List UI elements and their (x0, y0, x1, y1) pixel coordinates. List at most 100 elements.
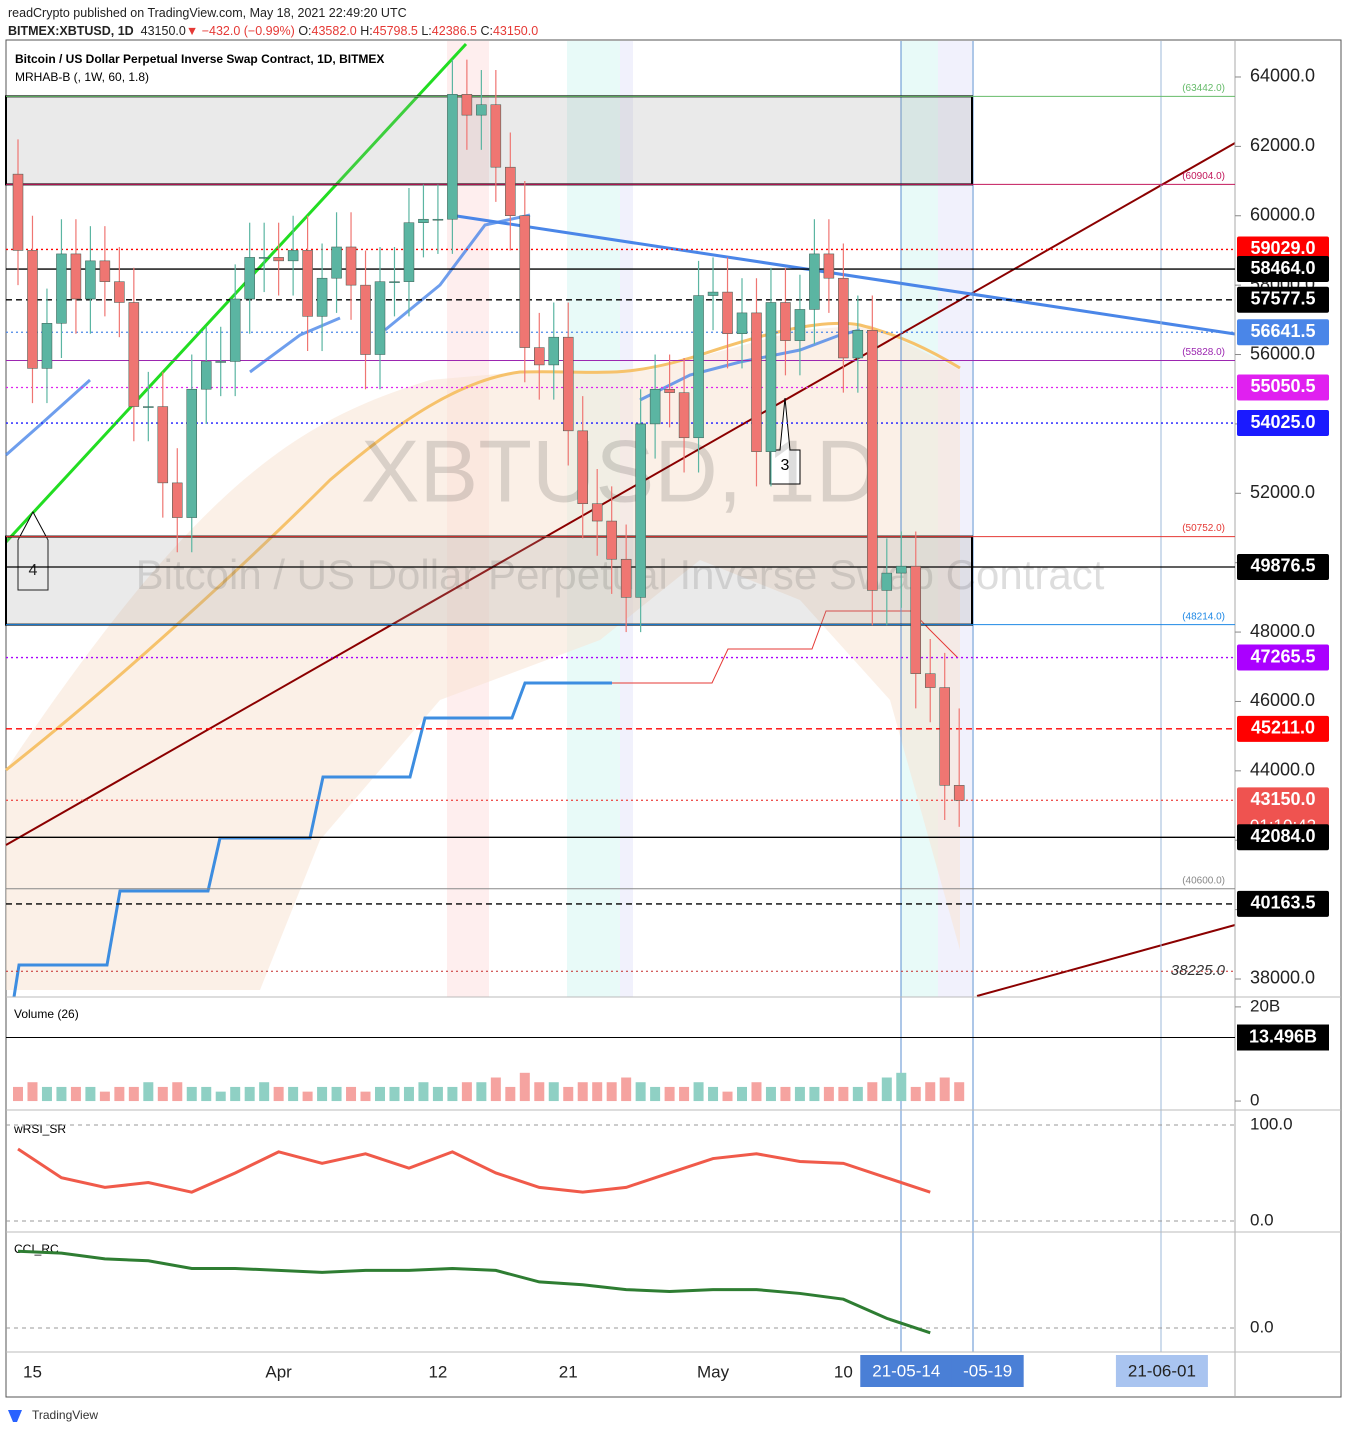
candle-body (620, 558, 632, 598)
candle-body (635, 423, 646, 598)
symbol: BITMEX:XBTUSD, 1D (8, 24, 134, 38)
candle-body (707, 291, 719, 296)
candle-body (418, 218, 429, 223)
zone-box (5, 95, 973, 186)
volume-bar (650, 1086, 661, 1102)
volume-bar (288, 1086, 299, 1102)
candle-body (273, 257, 284, 262)
level-label: (60904.0) (1182, 171, 1225, 182)
candle-body (258, 257, 270, 259)
price-tag-label: 58464.0 (1250, 258, 1315, 278)
cci-line (17, 1249, 931, 1335)
y-tick-label: 64000.0 (1250, 66, 1315, 86)
frame (5, 39, 1342, 1398)
wrsi-line (17, 1147, 931, 1194)
candle-body (953, 785, 965, 801)
level-label: (63442.0) (1182, 83, 1225, 94)
candle-body (27, 250, 38, 369)
volume-bar (765, 1086, 776, 1102)
level-label: (48214.0) (1182, 611, 1225, 622)
price-tag (1237, 715, 1329, 742)
candle-body (316, 277, 328, 317)
candle-body (403, 222, 415, 282)
candle-body (794, 309, 806, 341)
volume-bar (302, 1091, 313, 1102)
candle-body (172, 482, 183, 518)
candle-body (302, 250, 313, 317)
x-tick-label: May (697, 1362, 730, 1381)
volume-bar (273, 1086, 284, 1102)
candle-body (447, 94, 458, 220)
moving-average (5, 321, 961, 772)
volume-bar (548, 1082, 559, 1102)
candle-body (591, 503, 603, 522)
watermark: Bitcoin / US Dollar Perpetual Inverse Sw… (136, 551, 1105, 598)
price-tag-label: 13.496B (1249, 1026, 1317, 1046)
candle-body (939, 687, 950, 786)
h-label: H: (360, 24, 373, 38)
price-tag-label: 43150.0 (1250, 789, 1315, 809)
callout (17, 510, 49, 591)
volume-bar (230, 1086, 241, 1102)
h-value: 45798.5 (372, 24, 418, 38)
candle-body (693, 295, 704, 439)
candle-body (186, 388, 198, 518)
candle-body (143, 406, 154, 408)
price-tag (1237, 410, 1329, 437)
trend-line (449, 213, 1236, 336)
chart-title: Bitcoin / US Dollar Perpetual Inverse Sw… (15, 52, 384, 66)
price-tag (1237, 286, 1329, 313)
price-tag-label: 54025.0 (1250, 412, 1315, 432)
change: −432.0 (−0.99%) (201, 24, 295, 38)
indicator-title: MRHAB-B (, 1W, 60, 1.8) (15, 70, 149, 84)
publish-line: readCrypto published on TradingView.com,… (8, 6, 407, 20)
candle-body (736, 312, 748, 334)
mrhab-step (12, 681, 612, 998)
candle-body (896, 565, 907, 574)
candle-body (606, 520, 617, 560)
price-tag-label: 57577.5 (1250, 289, 1315, 309)
pane-title: wRSI_SR (13, 1122, 66, 1136)
candle-body (157, 406, 169, 484)
candle-body (519, 215, 531, 348)
volume-bar (157, 1086, 168, 1102)
level-label: (40600.0) (1182, 875, 1225, 886)
candle-body (910, 565, 922, 674)
time-tag (1115, 1355, 1208, 1387)
volume-bar (679, 1086, 690, 1102)
y-tick-label: 60000.0 (1250, 205, 1315, 225)
candle-body (128, 302, 140, 407)
candle-body (476, 104, 487, 116)
candle-body (215, 361, 226, 363)
volume-bar (490, 1077, 501, 1102)
volume-bar (534, 1082, 545, 1102)
volume-bar (505, 1086, 516, 1102)
volume-bar (939, 1077, 950, 1102)
candle-body (360, 284, 371, 355)
volume-bar (751, 1082, 762, 1102)
candle-body (838, 277, 849, 359)
volume-bar (215, 1091, 226, 1102)
candle-body (287, 250, 299, 262)
candle-body (432, 218, 444, 221)
candle-body (823, 253, 835, 279)
volume-bar (143, 1082, 154, 1102)
volume-bar (13, 1086, 23, 1102)
symbol-line: BITMEX:XBTUSD, 1D 43150.0▼ −432.0 (−0.99… (8, 24, 539, 38)
volume-bar (56, 1086, 67, 1102)
c-value: 43150.0 (492, 24, 539, 38)
volume-bar (27, 1082, 38, 1102)
candle-body (490, 104, 502, 168)
volume-bar (809, 1086, 820, 1102)
candle-body (765, 302, 777, 452)
o-value: 43582.0 (311, 24, 357, 38)
volume-bar (41, 1086, 52, 1102)
price-tag-label: 55050.5 (1250, 376, 1315, 396)
candle-body (548, 336, 560, 366)
trend-line (976, 924, 1236, 997)
price-tag (1237, 890, 1329, 917)
volume-bar (592, 1082, 603, 1102)
price-tag-label: 45211.0 (1251, 718, 1315, 738)
y-tick-label: 38000.0 (1250, 968, 1315, 988)
